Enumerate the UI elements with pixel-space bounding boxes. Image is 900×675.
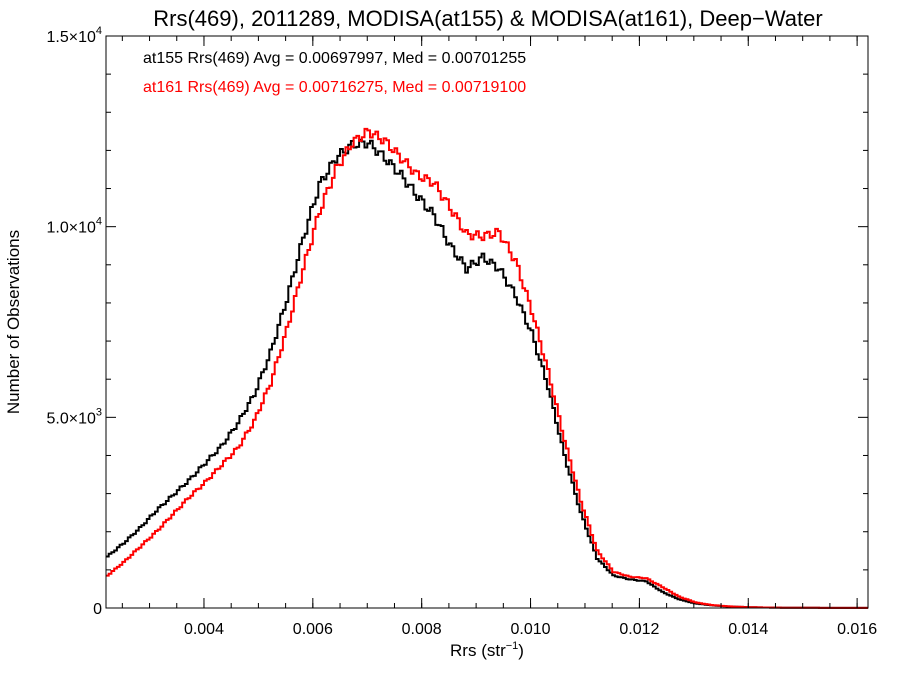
- x-tick-label: 0.012: [619, 621, 659, 638]
- x-tick-label: 0.016: [837, 621, 877, 638]
- series-layer: [106, 127, 868, 609]
- x-axis: 0.004 0.006 0.008 0.010 0.012 0.014 0.016: [121, 36, 877, 638]
- y-tick-label: 5.0×103: [46, 406, 102, 427]
- x-tick-label: 0.006: [293, 621, 333, 638]
- x-axis-label: Rrs (str−1): [450, 640, 524, 660]
- x-axis-label-superscript: −1: [506, 640, 519, 652]
- x-tick-label: 0.004: [184, 621, 224, 638]
- legend-entry-at161: at161 Rrs(469) Avg = 0.00716275, Med = 0…: [143, 79, 526, 96]
- y-axis-label: Number of Observations: [4, 230, 23, 414]
- legend-entry-at155: at155 Rrs(469) Avg = 0.00697997, Med = 0…: [143, 50, 526, 67]
- plot-area: [105, 35, 869, 609]
- y-tick-label: 1.0×104: [46, 216, 102, 237]
- y-tick-label: 0: [93, 601, 102, 618]
- y-axis: 0 5.0×103 1.0×104 1.5×104: [46, 25, 868, 618]
- x-tick-label: 0.008: [402, 621, 442, 638]
- x-tick-label: 0.010: [511, 621, 551, 638]
- x-axis-label-text: Rrs (str: [450, 641, 506, 660]
- y-tick-label: 1.5×104: [46, 25, 102, 46]
- chart-title: Rrs(469), 2011289, MODISA(at155) & MODIS…: [153, 6, 822, 31]
- series-line-at155: [106, 138, 868, 609]
- x-axis-label-close: ): [518, 641, 524, 660]
- series-line-at161: [106, 127, 868, 609]
- plot-frame: [105, 35, 869, 609]
- x-tick-label: 0.014: [728, 621, 768, 638]
